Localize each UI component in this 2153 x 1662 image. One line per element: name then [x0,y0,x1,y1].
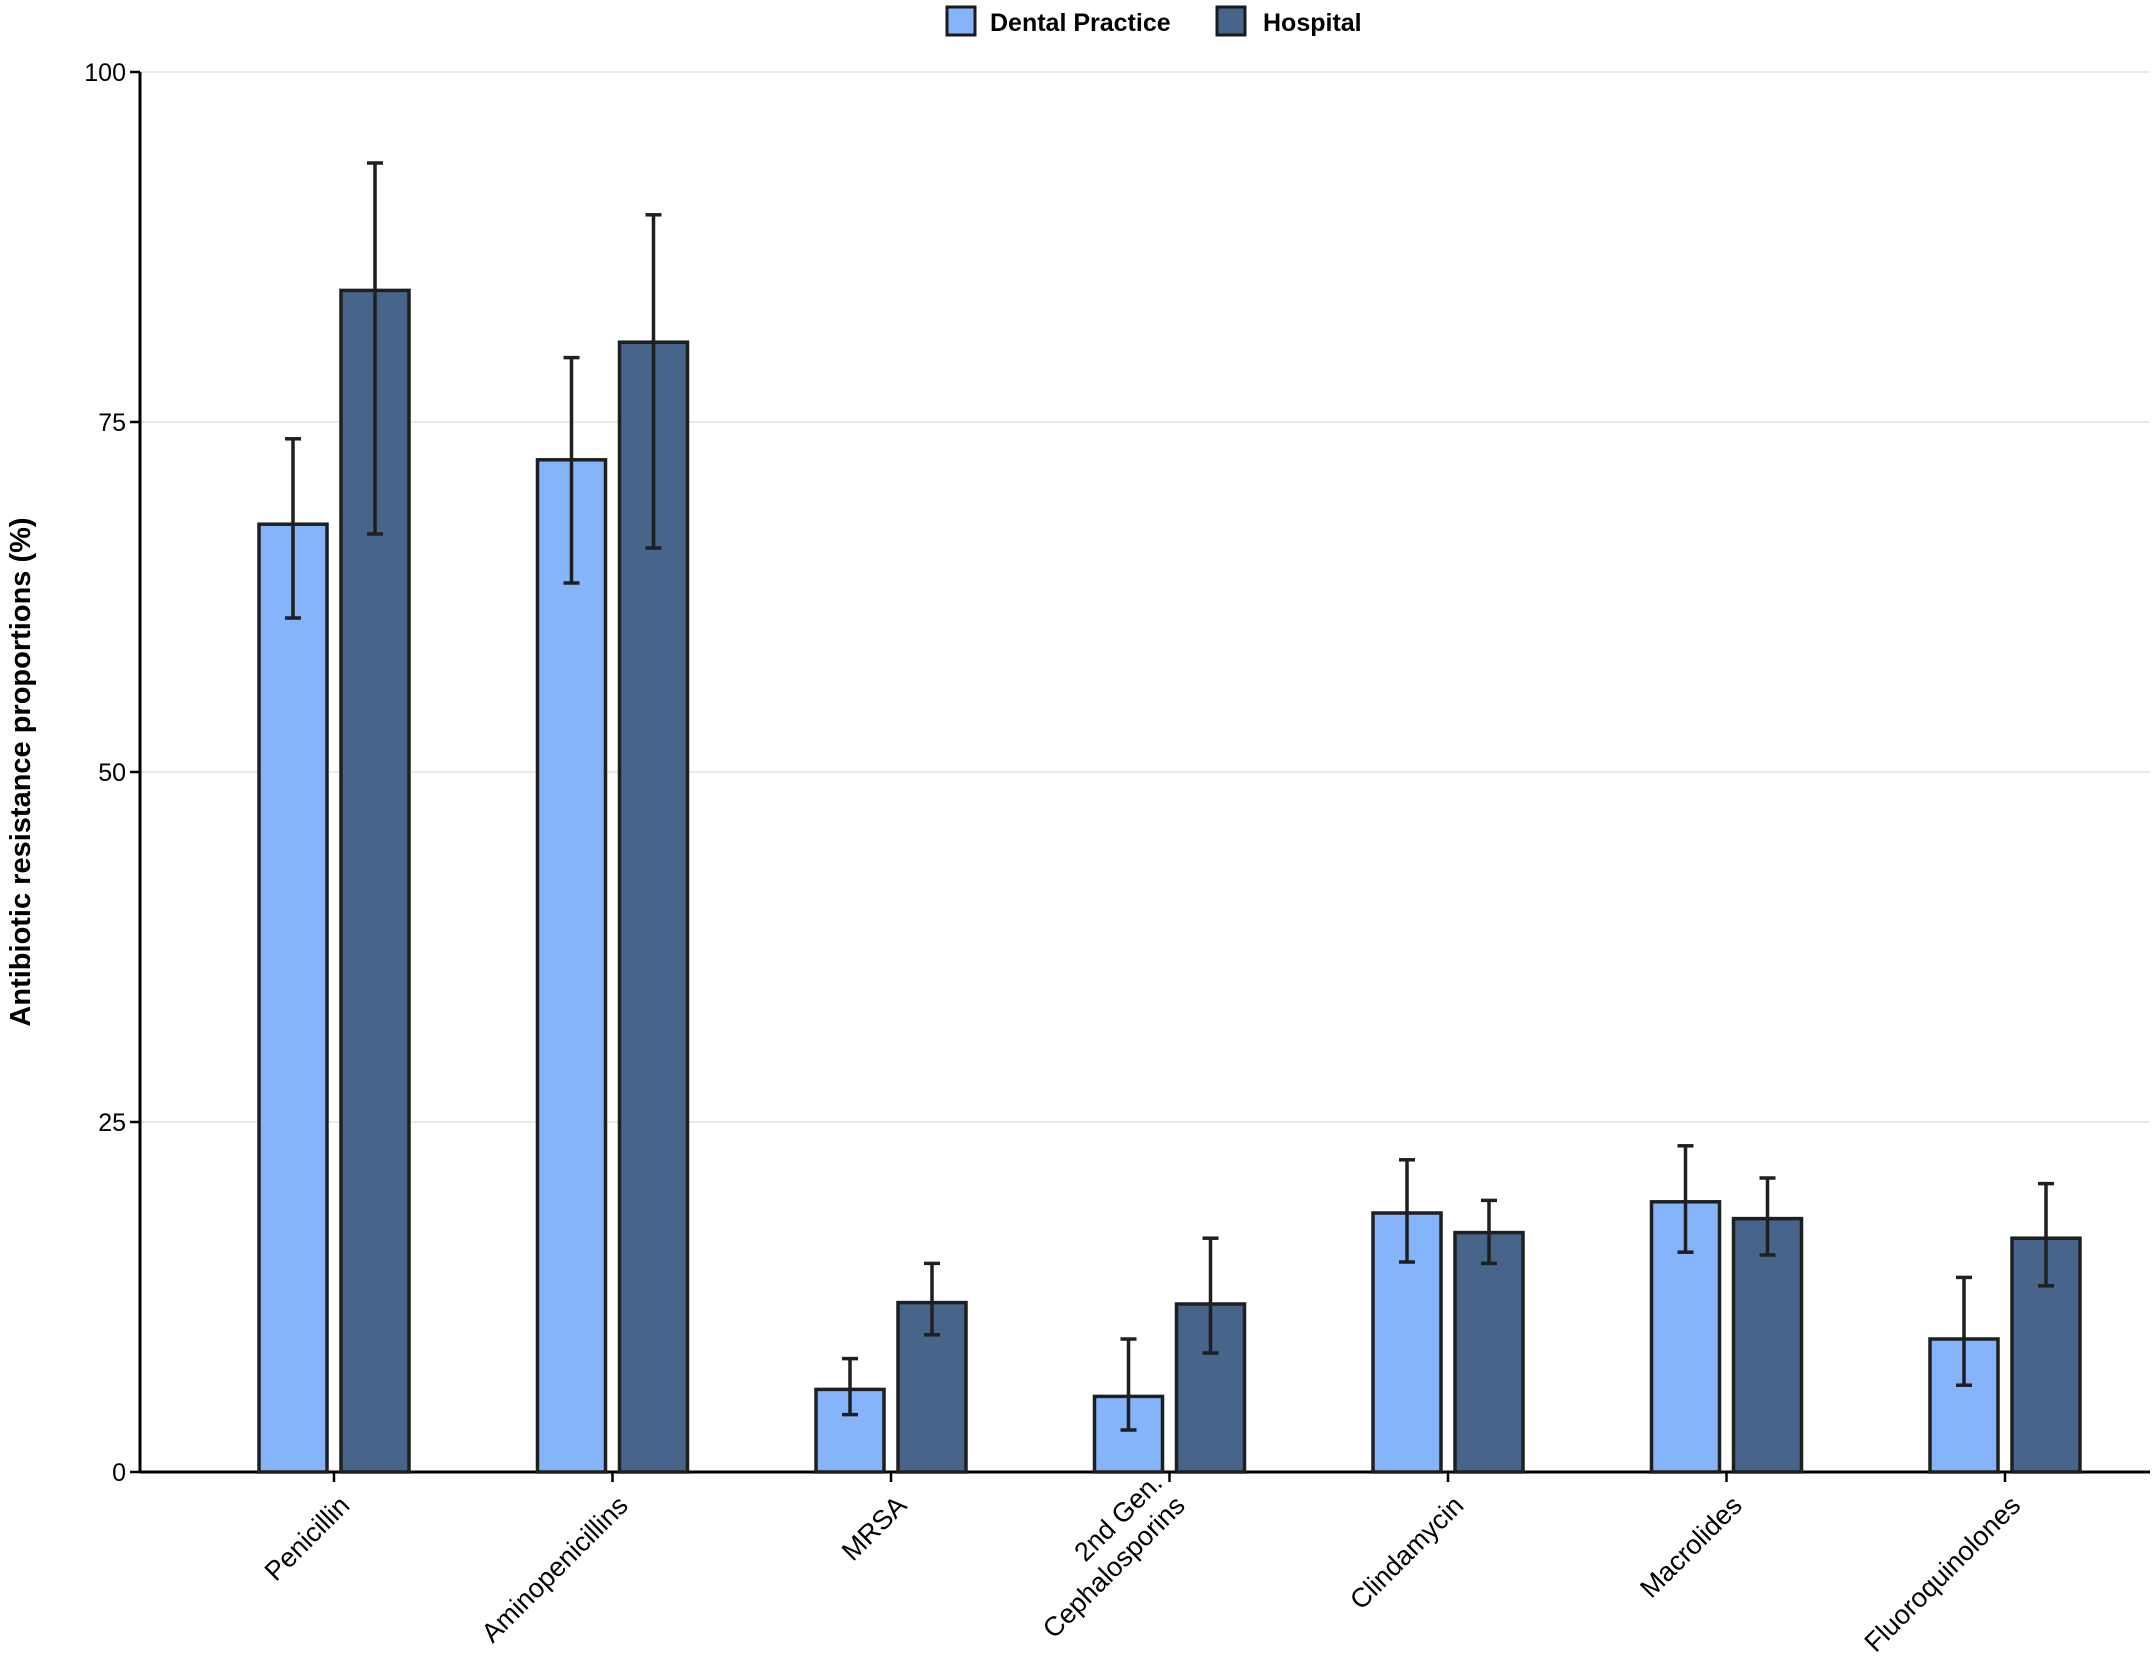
y-tick-label: 25 [98,1109,126,1137]
error-bar [1956,1275,1972,1387]
error-bar [1677,1144,1694,1254]
bar-dental-practice [814,1387,886,1474]
y-tick-label: 0 [112,1459,126,1487]
x-category-label: 2nd Gen.Cephalosporins [1014,1467,1191,1644]
y-tick-label: 75 [98,409,126,437]
legend-swatch-dental-practice [945,5,977,37]
legend-swatch-hospital [1215,5,1247,37]
error-bar [563,355,580,585]
x-category-label: Macrolides [1634,1490,1748,1604]
error-bar [1120,1337,1137,1432]
error-bar [1202,1236,1219,1355]
error-bar [1759,1176,1776,1257]
y-tick-label: 100 [84,59,126,87]
error-bar [285,437,301,620]
error-bar [842,1356,858,1417]
error-bar [367,161,383,536]
error-bar [1481,1198,1497,1266]
legend-label-hospital: Hospital [1263,9,1362,37]
y-tick-label: 50 [98,759,126,787]
legend-label-dental-practice: Dental Practice [990,9,1171,37]
y-axis-title: Antibiotic resistance proportions (%) [5,517,37,1026]
legend: Dental Practice Hospital [945,5,1362,37]
bar-dental-practice [257,522,329,1474]
error-bar [924,1261,940,1337]
error-bar [1399,1158,1415,1264]
x-category-label: MRSA [836,1490,912,1566]
gridlines [140,71,2150,1123]
error-bar [645,213,662,550]
category-labels: Penicillin Aminopenicillins MRSA 2nd Gen.Ce… [259,1467,2027,1657]
error-bars [285,161,2054,1432]
bar-hospital [1453,1230,1525,1474]
error-bar [2038,1181,2054,1288]
bars [257,288,2082,1474]
x-category-label: Aminopenicillins [476,1490,634,1648]
x-category-label: Clindamycin [1344,1490,1469,1615]
bar-dental-practice [1092,1394,1165,1474]
x-category-label: Penicillin [259,1490,356,1587]
x-category-label: Fluoroquinolones [1859,1490,2027,1657]
bar-dental-practice [535,458,608,1474]
